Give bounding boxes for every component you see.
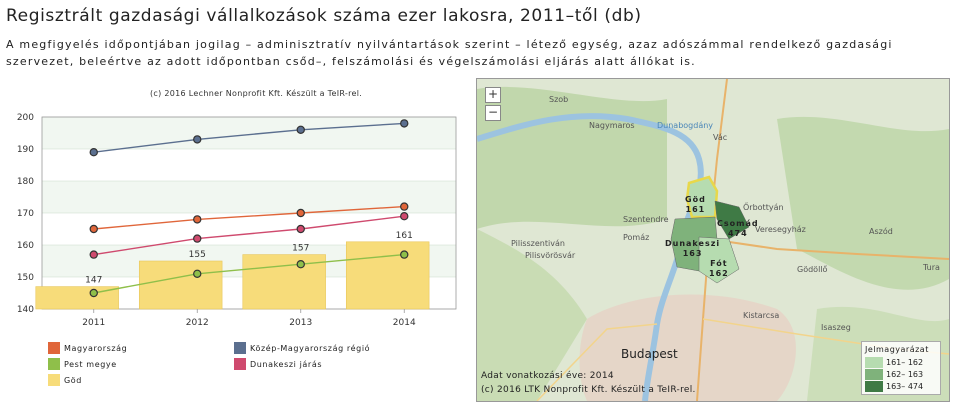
bar-data-label: 157 <box>292 244 309 254</box>
y-tick-label: 200 <box>17 113 34 123</box>
map-legend: Jelmagyarázat 161– 162 162– 163 163– 474 <box>861 341 941 395</box>
legend-swatch <box>48 358 60 370</box>
series-point <box>89 148 98 157</box>
series-point <box>400 119 409 128</box>
map-data-year: Adat vonatkozási éve: 2014 <box>481 371 614 381</box>
map-place-label: Budapest <box>621 347 678 361</box>
map-panel[interactable]: + − Szob Nagymaros Dunabogdány Vác Szent… <box>476 78 950 402</box>
series-point <box>400 202 409 211</box>
legend-swatch <box>48 342 60 354</box>
series-point <box>89 224 98 234</box>
page-subtitle: A megfigyelés időpontjában jogilag – adm… <box>6 38 893 68</box>
map-place-label: Kistarcsa <box>743 311 780 320</box>
legend-item[interactable]: Göd <box>48 374 82 386</box>
map-zoom-in-button[interactable]: + <box>485 87 501 103</box>
series-line <box>93 122 405 153</box>
map-place-label: Pilisszentiván <box>511 239 565 248</box>
map-legend-title: Jelmagyarázat <box>865 345 929 354</box>
chart-credit: (c) 2016 Lechner Nonprofit Kft. Készült … <box>150 89 363 98</box>
series-point <box>296 259 305 269</box>
map-credit: (c) 2016 LTK Nonprofit Kft. Készült a Te… <box>481 385 696 395</box>
series-point <box>193 215 202 224</box>
legend-swatch <box>234 342 246 354</box>
series-point <box>89 288 98 298</box>
map-region-csomad[interactable]: Csomád 474 <box>717 219 759 238</box>
map-place-label: Veresegyház <box>755 225 806 234</box>
bar-data-label: 161 <box>396 231 413 241</box>
map-region-dunakeszi[interactable]: Dunakeszi 163 <box>665 239 721 258</box>
legend-item[interactable]: Pest megye <box>48 358 117 370</box>
bar-god <box>345 241 430 310</box>
legend-label: Pest megye <box>64 359 117 369</box>
series-line <box>93 215 405 256</box>
map-place-label: Aszód <box>869 227 893 236</box>
map-place-label: Isaszeg <box>821 323 851 332</box>
x-tick-label: 2012 <box>186 318 209 328</box>
map-place-label: Nagymaros <box>589 121 635 130</box>
map-legend-swatch <box>865 368 883 380</box>
series-point <box>296 125 305 134</box>
legend-label: Magyarország <box>64 343 128 353</box>
y-tick-label: 150 <box>17 273 34 283</box>
x-tick-label: 2014 <box>393 318 416 328</box>
y-tick-label: 140 <box>17 305 34 315</box>
legend-swatch <box>48 374 60 386</box>
y-tick-label: 170 <box>17 209 34 219</box>
bar-data-label: 147 <box>85 276 102 286</box>
line-bar-chart: 140 150 160 170 180 190 200 147 155 157 161 2011 201… <box>17 113 457 328</box>
x-tick-label: 2011 <box>82 318 105 328</box>
map-legend-row: 162– 163 <box>865 368 937 380</box>
bar-god <box>138 260 223 310</box>
series-point <box>193 269 202 278</box>
series-line <box>93 253 405 294</box>
series-point <box>400 250 409 259</box>
map-place-label: Vác <box>713 133 728 142</box>
legend-item[interactable]: Közép-Magyarország régió <box>234 342 370 354</box>
legend-label: Közép-Magyarország régió <box>250 343 371 353</box>
map-legend-swatch <box>865 356 883 368</box>
map-place-label: Tura <box>923 263 940 272</box>
legend-label: Dunakeszi járás <box>250 359 323 369</box>
series-point <box>296 224 305 234</box>
bar-data-label: 155 <box>189 250 206 260</box>
map-place-label: Dunabogdány <box>657 121 714 130</box>
series-point <box>400 211 409 221</box>
map-place-label: Gödöllő <box>797 265 828 274</box>
y-tick-label: 190 <box>17 145 34 155</box>
series-point <box>193 234 202 243</box>
map-place-label: Szentendre <box>623 215 669 224</box>
bar-god <box>35 286 119 310</box>
map-region-fot[interactable]: Fót 162 <box>709 259 729 278</box>
legend-swatch <box>234 358 246 370</box>
grid-band <box>42 117 456 149</box>
y-tick-label: 180 <box>17 177 34 187</box>
page-title: Regisztrált gazdasági vállalkozások szám… <box>6 6 642 26</box>
legend-label: Göd <box>64 375 82 385</box>
y-tick-label: 160 <box>17 241 34 251</box>
map-legend-row: 163– 474 <box>865 380 937 392</box>
legend-item[interactable]: Dunakeszi járás <box>234 358 322 370</box>
map-zoom-out-button[interactable]: − <box>485 105 501 121</box>
map-place-label: Pomáz <box>623 233 650 242</box>
x-tick-label: 2013 <box>289 318 312 328</box>
map-legend-swatch <box>865 380 883 392</box>
series-point <box>193 135 202 144</box>
series-point <box>296 208 305 218</box>
legend-item[interactable]: Magyarország <box>48 342 127 354</box>
series-line <box>93 205 405 230</box>
map-place-label: Pilisvörösvár <box>525 251 576 260</box>
map-legend-row: 161– 162 <box>865 356 937 368</box>
series-point <box>89 250 98 259</box>
grid-band <box>42 181 456 213</box>
map-region-god[interactable]: Göd 161 <box>685 195 706 214</box>
map-place-label: Szob <box>549 95 569 104</box>
map-place-label: Őrbottyán <box>743 203 784 212</box>
